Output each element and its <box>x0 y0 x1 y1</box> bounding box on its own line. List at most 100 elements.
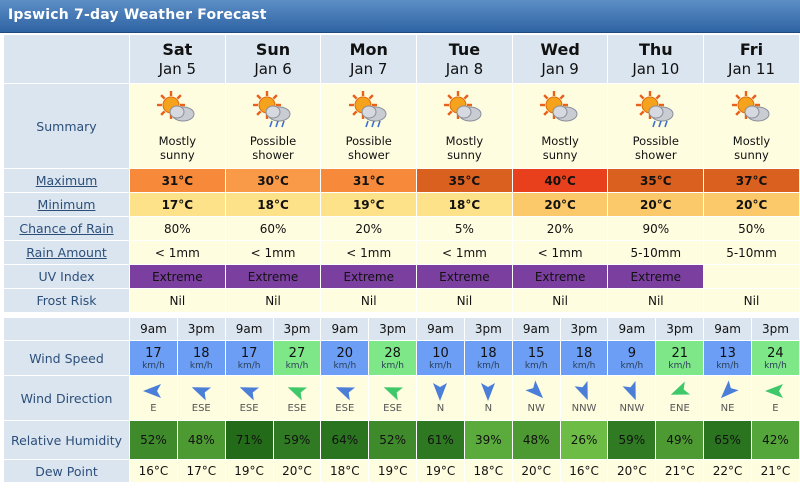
wind-arrow-icon <box>178 380 224 402</box>
wind-direction-label: ESE <box>383 403 403 414</box>
wind-speed-unit: km/h <box>572 361 596 371</box>
label-maximum[interactable]: Maximum <box>3 168 130 193</box>
rain-chance: 80% <box>129 216 226 241</box>
day-date: Jan 9 <box>541 60 579 78</box>
wind-arrow-icon <box>370 380 416 402</box>
max-temp: 37°C <box>703 168 800 193</box>
rain-amount: < 1mm <box>224 240 322 265</box>
relative-humidity: 64% <box>320 420 370 460</box>
relative-humidity: 26% <box>559 420 609 460</box>
wind-speed-unit: km/h <box>620 361 644 371</box>
max-temp: 40°C <box>511 168 609 193</box>
wind-speed-unit: km/h <box>333 361 357 371</box>
dew-point: 16°C <box>129 459 178 483</box>
wind-speed-unit: km/h <box>285 361 309 371</box>
uv-index: Extreme <box>607 264 705 289</box>
time-of-day: 3pm <box>368 317 418 341</box>
dew-point: 16°C <box>559 459 609 483</box>
time-of-day: 3pm <box>751 317 800 341</box>
wind-direction: NE <box>703 375 752 421</box>
wind-direction: ENE <box>655 375 705 421</box>
wind-direction: ESE <box>368 375 418 421</box>
wind-speed: 24 km/h <box>751 340 800 376</box>
dew-point: 20°C <box>607 459 657 483</box>
wind-direction-label: E <box>150 403 157 414</box>
wind-speed-value: 17 <box>240 346 258 361</box>
rain-chance: 20% <box>511 216 609 241</box>
wind-arrow-icon <box>322 380 368 402</box>
time-label-cell <box>3 317 130 341</box>
rain-chance: 90% <box>607 216 705 241</box>
min-temp: 20°C <box>511 192 609 217</box>
dew-point: 19°C <box>416 459 465 483</box>
wind-speed-value: 24 <box>767 346 784 361</box>
relative-humidity: 59% <box>607 420 657 460</box>
wind-speed-value: 18 <box>192 346 210 361</box>
frost-risk: Nil <box>320 288 418 313</box>
max-temp: 30°C <box>224 168 322 193</box>
wind-direction: NNW <box>607 375 657 421</box>
time-of-day: 9am <box>416 317 465 341</box>
wind-arrow-icon <box>274 380 320 402</box>
relative-humidity: 49% <box>655 420 705 460</box>
relative-humidity: 48% <box>176 420 226 460</box>
wind-speed-value: 9 <box>627 346 637 361</box>
time-of-day: 9am <box>511 317 561 341</box>
uv-index: Extreme <box>129 264 226 289</box>
wind-speed: 9 km/h <box>607 340 657 376</box>
rain-amount: < 1mm <box>416 240 513 265</box>
wind-speed: 18 km/h <box>176 340 226 376</box>
wind-arrow-icon <box>705 380 751 402</box>
wind-direction: ESE <box>176 375 226 421</box>
label-summary: Summary <box>3 83 130 169</box>
summary-cell: Mostly sunny <box>416 83 513 169</box>
label-text: Chance of Rain <box>19 221 114 236</box>
frost-risk: Nil <box>129 288 226 313</box>
corner-cell <box>3 34 130 84</box>
wind-speed-unit: km/h <box>381 361 404 371</box>
wind-arrow-icon <box>657 380 703 402</box>
wind-speed: 21 km/h <box>655 340 705 376</box>
summary-cell: Mostly sunny <box>511 83 609 169</box>
wind-arrow-icon <box>609 380 655 402</box>
relative-humidity: 52% <box>129 420 178 460</box>
day-date: Jan 11 <box>728 60 775 78</box>
wind-direction: N <box>416 375 465 421</box>
wind-speed-unit: km/h <box>668 361 692 371</box>
wind-arrow-icon <box>130 380 176 402</box>
wind-speed-unit: km/h <box>142 361 165 371</box>
time-of-day: 9am <box>224 317 274 341</box>
max-temp: 31°C <box>320 168 418 193</box>
day-header: Tue Jan 8 <box>416 34 513 84</box>
label-wind-direction: Wind Direction <box>3 375 130 421</box>
max-temp: 35°C <box>416 168 513 193</box>
label-chance-of-rain[interactable]: Chance of Rain <box>3 216 130 241</box>
wind-speed-value: 18 <box>575 346 593 361</box>
day-header: Sat Jan 5 <box>129 34 226 84</box>
day-header: Mon Jan 7 <box>320 34 418 84</box>
label-rain-amount[interactable]: Rain Amount <box>3 240 130 265</box>
day-of-week: Tue <box>448 40 481 59</box>
label-minimum[interactable]: Minimum <box>3 192 130 217</box>
min-temp: 20°C <box>607 192 705 217</box>
label-text: Wind Speed <box>29 350 104 366</box>
dew-point: 20°C <box>511 459 561 483</box>
label-text: Dew Point <box>35 463 98 479</box>
wind-speed: 13 km/h <box>703 340 752 376</box>
rain-amount: < 1mm <box>129 240 226 265</box>
wind-speed-value: 20 <box>336 346 354 361</box>
frost-risk: Nil <box>703 288 800 313</box>
rain-amount: < 1mm <box>511 240 609 265</box>
relative-humidity: 48% <box>511 420 561 460</box>
rain-amount: 5-10mm <box>607 240 705 265</box>
time-of-day: 3pm <box>176 317 226 341</box>
dew-point: 19°C <box>224 459 274 483</box>
wind-speed-value: 21 <box>671 346 688 361</box>
day-of-week: Thu <box>638 40 673 59</box>
summary-cell: Mostly sunny <box>129 83 226 169</box>
label-text: Summary <box>36 118 97 134</box>
min-temp: 20°C <box>703 192 800 217</box>
time-of-day: 9am <box>129 317 178 341</box>
max-temp: 31°C <box>129 168 226 193</box>
wind-direction-label: NW <box>527 403 545 414</box>
